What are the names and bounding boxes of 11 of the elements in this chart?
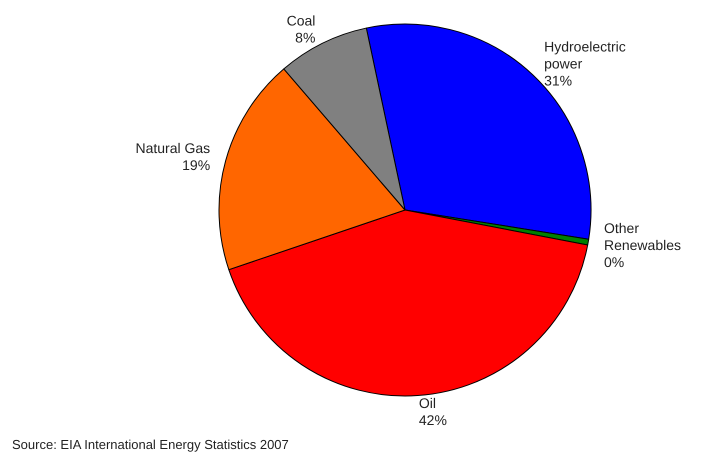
slice-label: Hydroelectric power <box>544 38 630 72</box>
source-note: Source: EIA International Energy Statistics 2007 <box>12 437 289 452</box>
slice-label: Natural Gas <box>135 140 210 156</box>
slice-label: Oil <box>418 395 436 412</box>
data-label: 19% <box>182 157 210 174</box>
data-label: 0% <box>604 254 624 270</box>
data-label: 42% <box>418 412 447 428</box>
data-label: 31% <box>544 72 572 89</box>
slice-label: Coal <box>286 12 316 28</box>
slice-label: Other Renewables <box>604 220 682 253</box>
data-label: 8% <box>295 29 316 46</box>
